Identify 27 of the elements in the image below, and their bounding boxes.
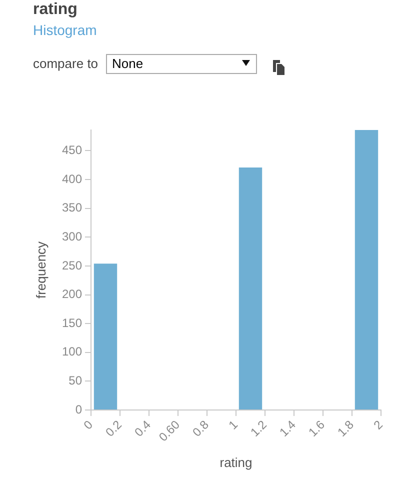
y-tick-label: 100 [62, 344, 82, 359]
y-tick-label: 400 [62, 172, 82, 186]
x-tick-label: 1.6 [306, 417, 328, 440]
y-tick-label: 250 [62, 258, 82, 272]
chart-subtitle: Histogram [33, 21, 97, 39]
y-tick-label: 0 [75, 402, 82, 416]
x-tick-label: 0.60 [156, 417, 183, 444]
x-tick-label: 1.2 [248, 417, 270, 440]
chart-title: rating [33, 0, 78, 19]
y-tick-label: 50 [68, 374, 82, 388]
x-tick-label: 1.8 [334, 417, 357, 440]
y-tick-label: 200 [62, 287, 82, 302]
x-tick-label: 0.4 [132, 417, 154, 440]
x-axis-title: rating [220, 454, 252, 470]
x-tick-label: 0.2 [102, 417, 125, 440]
y-tick-label: 450 [62, 143, 82, 158]
y-tick-label: 300 [62, 229, 82, 244]
x-tick-label: 0 [80, 417, 96, 432]
y-tick-label: 150 [62, 316, 82, 330]
x-tick-label: 0.8 [190, 417, 212, 440]
x-tick-label: 1.4 [276, 417, 299, 440]
x-tick-label: 1 [226, 417, 241, 432]
text: compare to [33, 56, 98, 72]
x-tick-label: 2 [370, 417, 386, 432]
y-tick-label: 350 [62, 200, 82, 215]
y-axis-title: frequency [33, 240, 48, 299]
dropdown-field: None [106, 54, 257, 74]
